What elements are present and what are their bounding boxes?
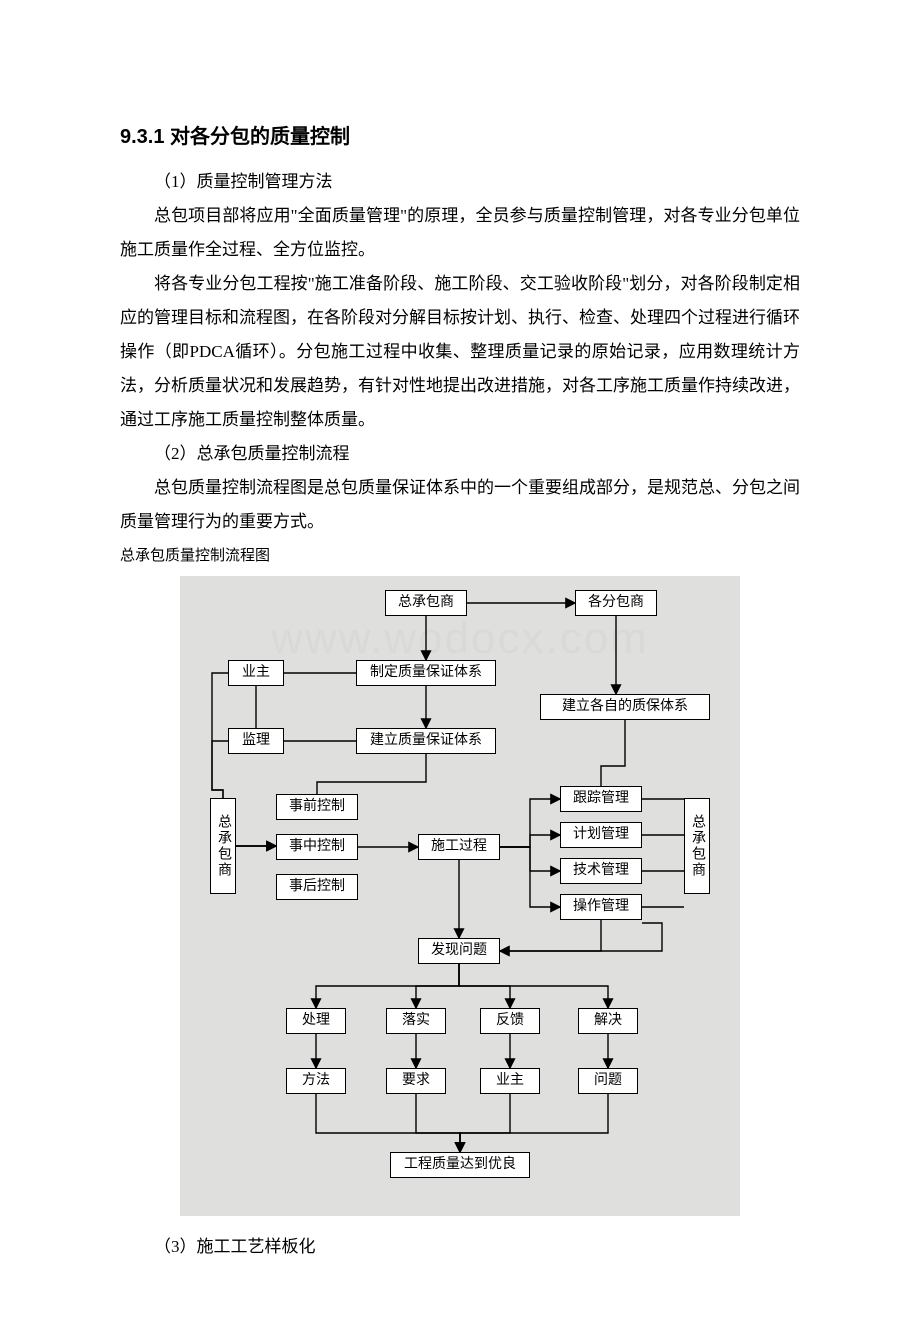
node-cl: 处理	[286, 1008, 346, 1034]
node-yl: 工程质量达到优良	[390, 1152, 530, 1178]
node-yz: 业主	[228, 660, 284, 686]
node-jlzj: 建立各自的质保体系	[540, 694, 710, 720]
paragraph-6: （3）施工工艺样板化	[120, 1230, 800, 1264]
node-yz2: 业主	[480, 1068, 540, 1094]
node-zcbs_r: 总承包商	[684, 798, 710, 894]
node-zcb_top: 总承包商	[385, 590, 467, 616]
node-jl: 监理	[228, 728, 284, 754]
node-jlqz: 建立质量保证体系	[356, 728, 496, 754]
node-wt: 问题	[578, 1068, 638, 1094]
node-zd: 制定质量保证体系	[356, 660, 496, 686]
node-sh: 事后控制	[276, 874, 358, 900]
node-js: 技术管理	[560, 858, 642, 884]
paragraph-3: 将各专业分包工程按"施工准备阶段、施工阶段、交工验收阶段"划分，对各阶段制定相应…	[120, 267, 800, 437]
flowchart: www.wodocx.com 总承包商 各分包商业主 制定质量保证体系建立各自的质保…	[180, 576, 740, 1216]
node-ls: 落实	[386, 1008, 446, 1034]
node-gz: 跟踪管理	[560, 786, 642, 812]
node-jj: 解决	[578, 1008, 638, 1034]
node-sggc: 施工过程	[418, 834, 500, 860]
node-yq: 要求	[386, 1068, 446, 1094]
paragraph-5: 总包质量控制流程图是总包质量保证体系中的一个重要组成部分，是规范总、分包之间质量…	[120, 471, 800, 539]
node-sz: 事中控制	[276, 834, 358, 860]
node-ff: 方法	[286, 1068, 346, 1094]
diagram-caption: 总承包质量控制流程图	[120, 543, 800, 570]
watermark-text: www.wodocx.com	[180, 614, 740, 664]
paragraph-2: 总包项目部将应用"全面质量管理"的原理，全员参与质量控制管理，对各专业分包单位施…	[120, 199, 800, 267]
node-fxwt: 发现问题	[418, 938, 500, 964]
node-fk: 反馈	[480, 1008, 540, 1034]
paragraph-1: （1）质量控制管理方法	[120, 165, 800, 199]
paragraph-4: （2）总承包质量控制流程	[120, 437, 800, 471]
node-cz: 操作管理	[560, 894, 642, 920]
section-heading: 9.3.1 对各分包的质量控制	[120, 120, 800, 149]
diagram-container: www.wodocx.com 总承包商 各分包商业主 制定质量保证体系建立各自的质保…	[120, 576, 800, 1216]
node-fbs: 各分包商	[575, 590, 657, 616]
node-sq: 事前控制	[276, 794, 358, 820]
node-jh: 计划管理	[560, 822, 642, 848]
node-zcbs_l: 总承包商	[210, 798, 236, 894]
